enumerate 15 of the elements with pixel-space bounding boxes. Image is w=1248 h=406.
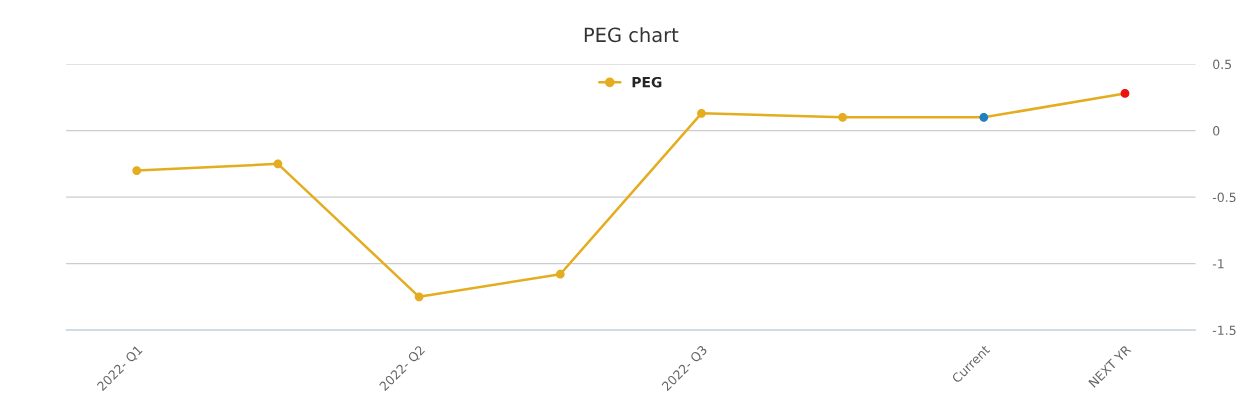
point xyxy=(414,292,424,302)
point xyxy=(1120,89,1130,98)
y-tick-label: 0.5 xyxy=(1213,59,1232,70)
y-tick-label: -1.5 xyxy=(1212,325,1236,335)
point xyxy=(838,112,848,122)
chart-title: PEG chart xyxy=(584,27,679,43)
y-tick-label: -1 xyxy=(1212,259,1224,269)
point xyxy=(273,159,283,169)
point xyxy=(979,112,989,122)
y-tick-label: -0.5 xyxy=(1212,192,1236,203)
point xyxy=(132,166,142,175)
point xyxy=(555,269,565,279)
y-tick-label: 0 xyxy=(1213,126,1220,136)
point xyxy=(697,108,706,118)
legend-label: PEG xyxy=(632,76,662,88)
